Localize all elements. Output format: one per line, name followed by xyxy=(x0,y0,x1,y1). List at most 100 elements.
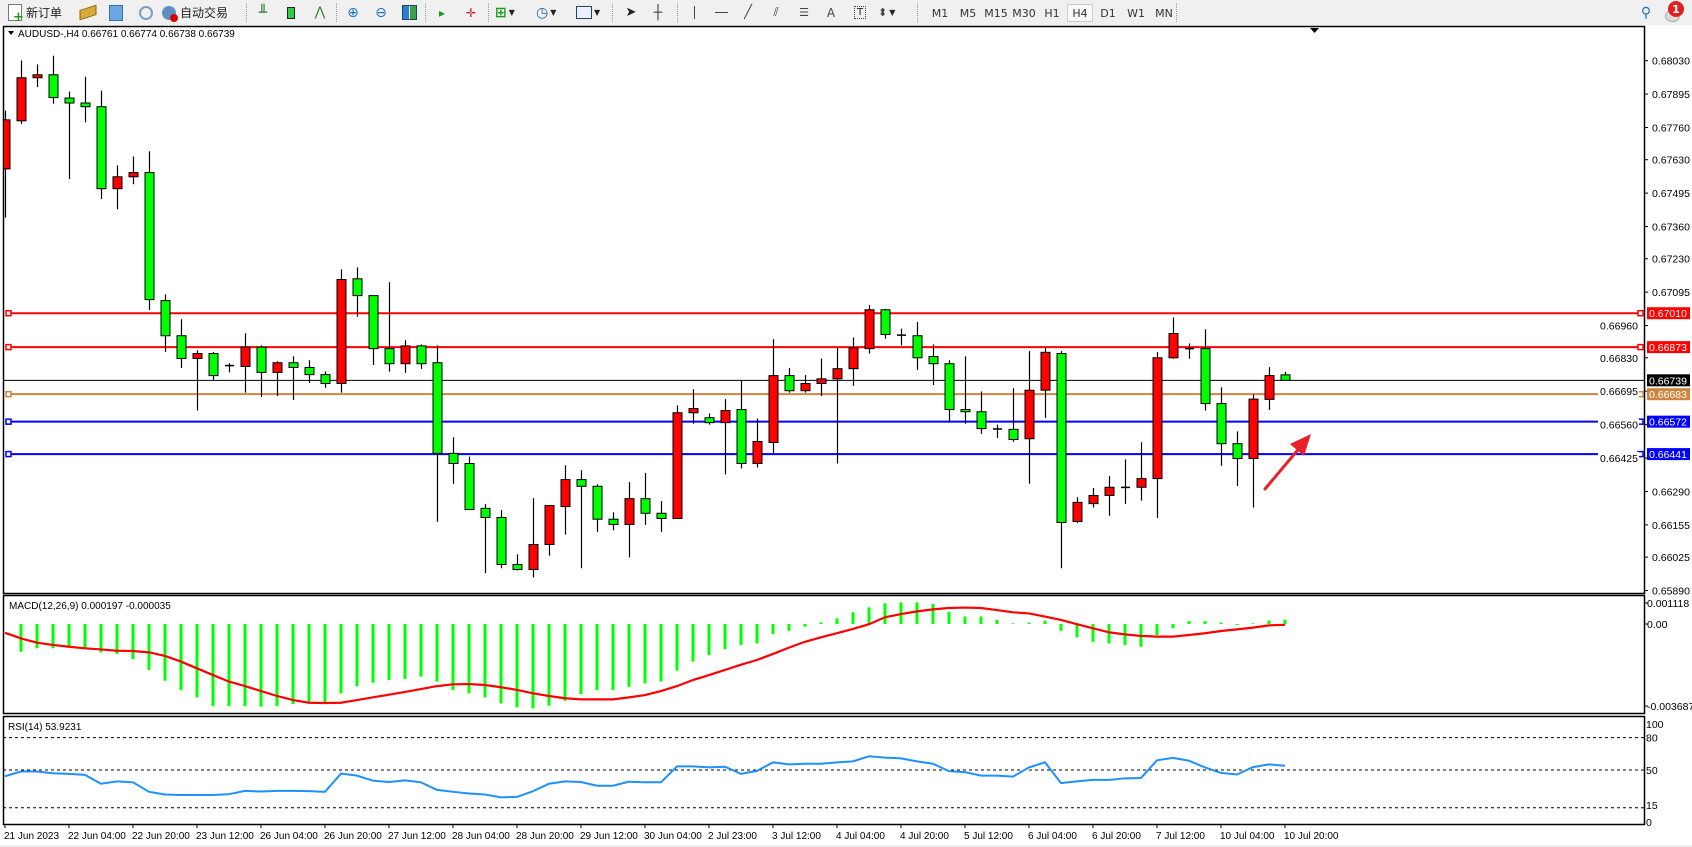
toolbar-separator xyxy=(488,3,490,22)
auto-scroll-button[interactable]: ✛ xyxy=(461,3,481,22)
new-chart-dropdown[interactable]: ⊞ ▼ xyxy=(495,3,515,22)
text-tool-button[interactable]: A xyxy=(821,3,841,22)
time-label: 21 Jun 2023 xyxy=(4,831,59,842)
price-tick-label: 0.66155 xyxy=(1652,520,1690,532)
auto-trading-button[interactable]: 自动交易 xyxy=(162,3,228,22)
fibonacci-button[interactable]: ☰ xyxy=(794,3,814,22)
line-handle-right[interactable] xyxy=(1637,343,1644,351)
crosshair-button[interactable]: ┼ xyxy=(648,3,668,22)
chevron-down-icon: ▼ xyxy=(594,8,601,17)
time-label: 28 Jun 04:00 xyxy=(452,831,510,842)
candle-body xyxy=(960,409,971,413)
candle xyxy=(1024,351,1035,484)
candle-body xyxy=(192,353,203,360)
rsi-legend: RSI(14) 53.9231 xyxy=(8,722,82,733)
price-tick-label: 0.68030 xyxy=(1652,56,1690,68)
toolbar-separator xyxy=(246,3,248,22)
candle-body xyxy=(256,346,267,373)
line-chart-button[interactable]: ⋀ xyxy=(310,3,330,22)
text-label-button[interactable]: T xyxy=(850,3,870,22)
chart-shift-marker-icon[interactable] xyxy=(1310,28,1319,33)
price-tick-label: 0.66830 xyxy=(1600,353,1638,365)
time-label: 27 Jun 12:00 xyxy=(388,831,446,842)
collapse-triangle-icon[interactable] xyxy=(8,31,14,35)
candle xyxy=(1040,348,1051,418)
line-handle-left[interactable] xyxy=(5,390,12,398)
templates-dropdown[interactable]: ▼ xyxy=(576,3,600,22)
signals-button[interactable] xyxy=(136,3,156,22)
timeframe-m5[interactable]: M5 xyxy=(959,6,977,20)
timeframe-m1[interactable]: M1 xyxy=(931,6,949,20)
candle-body xyxy=(448,452,459,465)
price-tick-label-bg xyxy=(1598,319,1639,332)
signal-icon xyxy=(139,5,153,20)
gold-bar-icon xyxy=(79,4,97,21)
price-tick-label: 0.67360 xyxy=(1652,222,1690,234)
bar-chart-button[interactable]: ╨ xyxy=(253,3,273,22)
terminal-button[interactable] xyxy=(106,3,126,22)
zoom-out-button[interactable]: ⊖ xyxy=(371,3,391,22)
timeframe-h4[interactable]: H4 xyxy=(1067,4,1093,22)
candle xyxy=(560,465,571,535)
timeframe-m15[interactable]: M15 xyxy=(984,6,1008,20)
tile-windows-button[interactable] xyxy=(399,3,419,22)
line-handle-left[interactable] xyxy=(5,450,12,458)
candle-body xyxy=(800,383,811,392)
line-handle-left[interactable] xyxy=(5,309,12,317)
candle-body xyxy=(816,378,827,385)
text-label-icon: T xyxy=(853,6,867,19)
candle-body xyxy=(640,498,651,514)
candle xyxy=(1008,388,1019,442)
time-label: 28 Jun 20:00 xyxy=(516,831,574,842)
new-order-button[interactable]: + 新订单 xyxy=(8,3,62,24)
arrows-dropdown[interactable]: ⬍ ▼ xyxy=(878,3,895,22)
chart-area[interactable]: 0.68030 0.67895 0.67760 0.67630 0.67495 0.673… xyxy=(0,25,1692,847)
template-icon xyxy=(576,6,592,19)
line-handle-left[interactable] xyxy=(5,343,12,351)
macd-axis-label: 0.00 xyxy=(1647,619,1668,631)
price-tick-label-bg xyxy=(1598,418,1639,431)
periods-dropdown[interactable]: ◷ ▼ xyxy=(536,3,556,22)
arrow-head-icon xyxy=(1290,434,1311,456)
time-label: 22 Jun 20:00 xyxy=(132,831,190,842)
price-tick-label: 0.67095 xyxy=(1652,287,1690,299)
timeframe-m30[interactable]: M30 xyxy=(1012,6,1036,20)
candle-body xyxy=(480,507,491,518)
macd-panel-frame xyxy=(2,594,1646,715)
trendline-button[interactable]: ╱ xyxy=(738,3,758,22)
search-button[interactable]: ⚲ xyxy=(1636,3,1656,22)
equidistant-channel-button[interactable]: ⫽ xyxy=(766,3,786,22)
line-handle-right[interactable] xyxy=(1637,309,1644,317)
timeframe-d1[interactable]: D1 xyxy=(1100,6,1116,20)
line-chart-icon: ⋀ xyxy=(314,5,326,20)
candle-body xyxy=(976,411,987,430)
timeframe-h1[interactable]: H1 xyxy=(1044,6,1060,20)
horizontal-line-button[interactable] xyxy=(711,3,731,22)
price-tick-label: 0.67230 xyxy=(1652,254,1690,266)
timeframe-w1[interactable]: W1 xyxy=(1127,6,1145,20)
candle-body xyxy=(464,463,475,511)
candle xyxy=(848,337,859,386)
candle xyxy=(96,90,107,200)
candle xyxy=(640,472,651,525)
candle xyxy=(448,437,459,484)
rsi-axis-label: 15 xyxy=(1646,800,1658,812)
expert-advisors-button[interactable] xyxy=(78,3,98,22)
candle-body xyxy=(848,347,859,370)
candle xyxy=(128,156,139,185)
candle-body xyxy=(720,410,731,424)
time-label: 30 Jun 04:00 xyxy=(644,831,702,842)
zoom-in-button[interactable]: ⊕ xyxy=(343,3,363,22)
current-price-label: 0.66739 xyxy=(1649,375,1687,387)
vertical-line-button[interactable] xyxy=(684,3,704,22)
candlestick-button[interactable] xyxy=(281,3,301,22)
chart-shift-button[interactable]: ▸ xyxy=(432,3,452,22)
timeframe-mn[interactable]: MN xyxy=(1155,6,1173,20)
auto-scroll-icon: ✛ xyxy=(465,5,477,20)
hline-price-label: 0.66683 xyxy=(1649,389,1687,401)
cursor-button[interactable]: ➤ xyxy=(621,3,641,22)
trendline-icon: ╱ xyxy=(744,5,752,20)
candle-body xyxy=(880,309,891,336)
candle xyxy=(928,344,939,386)
line-handle-left[interactable] xyxy=(5,418,12,425)
